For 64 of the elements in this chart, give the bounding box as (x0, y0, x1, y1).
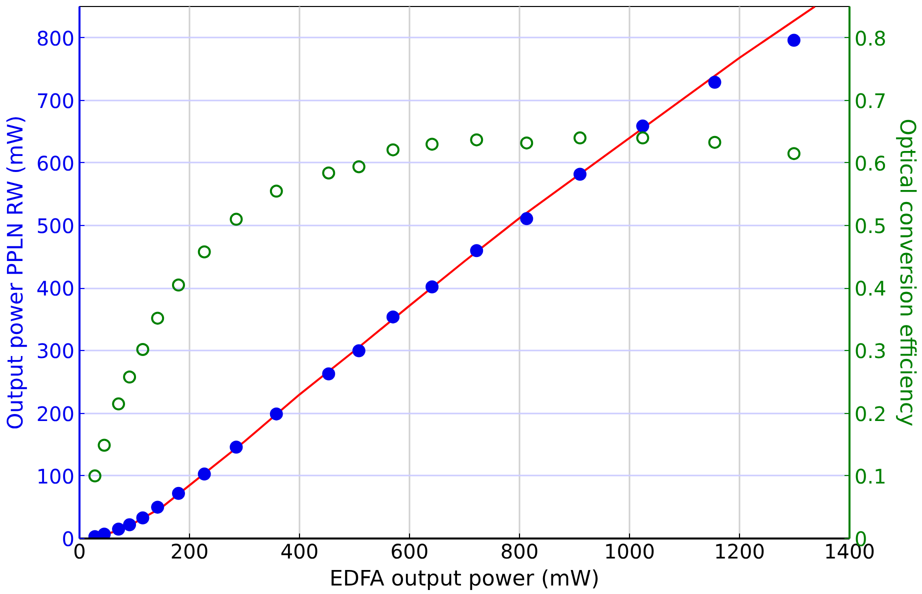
y-tick-label: 600 (36, 151, 75, 176)
y-tick-label: 800 (36, 26, 75, 50)
point (98, 528, 111, 538)
point (322, 166, 336, 180)
point (123, 370, 136, 384)
point (520, 136, 534, 150)
y-tick-label: 700 (36, 88, 75, 113)
point (123, 518, 136, 532)
y2-tick-label: 0.2 (854, 402, 886, 426)
point (708, 76, 722, 89)
y-tick-label: 500 (36, 214, 75, 238)
y2-tick-label: 0.4 (854, 276, 886, 301)
x-tick-label: 1200 (714, 540, 765, 564)
point (574, 168, 586, 181)
y2-tick-label: 0.7 (854, 88, 886, 113)
point (386, 143, 400, 156)
point (151, 312, 164, 325)
point (352, 160, 366, 174)
x-tick-label: 200 (170, 540, 209, 564)
point (136, 342, 150, 356)
point (470, 133, 484, 146)
point (470, 244, 484, 258)
point (172, 486, 185, 500)
point (112, 522, 126, 536)
y-tick-label: 100 (36, 464, 75, 488)
point (270, 407, 283, 420)
point (426, 280, 439, 294)
point (787, 34, 800, 47)
x-tick-label: 800 (500, 540, 539, 564)
point (112, 397, 126, 410)
point (352, 344, 366, 358)
point (198, 468, 211, 481)
y2-tick-label: 0.1 (854, 464, 886, 488)
point (520, 212, 534, 226)
y2-tick-label: 0.6 (854, 151, 886, 176)
point (88, 469, 102, 482)
x-tick-label: 600 (390, 540, 429, 564)
point (270, 184, 283, 198)
point (230, 440, 243, 454)
y-tick-label: 400 (36, 276, 75, 301)
point (574, 131, 586, 144)
point (98, 438, 111, 452)
point (151, 500, 164, 514)
y2-tick-label: 0.5 (854, 214, 886, 238)
point (386, 310, 400, 324)
point (708, 136, 722, 149)
point (322, 367, 336, 380)
x-axis-title: EDFA output power (mW) (330, 566, 600, 592)
point (136, 511, 150, 524)
point (198, 245, 211, 258)
y2-tick-label: 0.3 (854, 339, 886, 364)
y-axis-title: Output power PPLN RW (mW) (3, 115, 28, 430)
x-tick-label: 400 (280, 540, 319, 564)
point (230, 212, 243, 226)
point (787, 147, 800, 160)
point (172, 278, 185, 292)
x-tick-label: 1000 (604, 540, 655, 564)
point (426, 138, 439, 151)
y-tick-label: 200 (36, 402, 75, 426)
y-tick-label: 300 (36, 339, 75, 364)
point (636, 131, 650, 144)
y2-tick-label: 0.8 (854, 26, 886, 50)
y2-axis-title: Optical conversion efficiency (894, 118, 920, 426)
point (636, 120, 650, 133)
